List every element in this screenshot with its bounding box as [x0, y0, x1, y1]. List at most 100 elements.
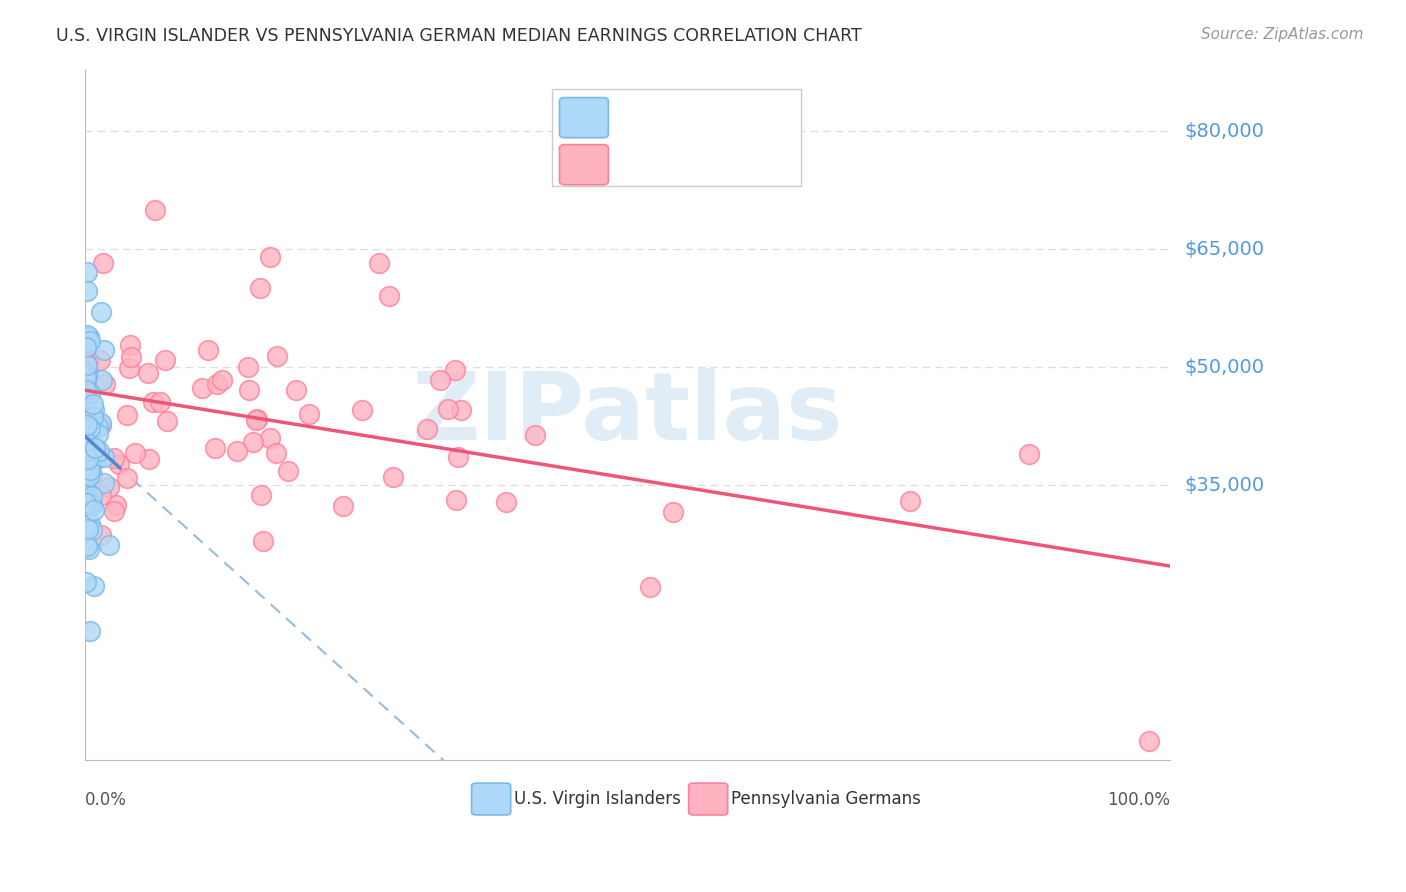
Point — [115, 471, 138, 485]
Text: $50,000: $50,000 — [1184, 358, 1264, 376]
Point — [103, 450, 125, 465]
Point — [285, 384, 308, 398]
Point — [82, 397, 104, 411]
Text: $65,000: $65,000 — [1184, 240, 1264, 259]
Point — [75, 374, 97, 388]
Text: U.S. Virgin Islanders: U.S. Virgin Islanders — [515, 790, 681, 808]
Point — [76, 417, 98, 432]
Point — [75, 370, 97, 384]
Point — [136, 366, 159, 380]
Point — [79, 463, 101, 477]
Point — [79, 330, 101, 344]
Point — [89, 305, 111, 319]
Point — [98, 480, 121, 494]
FancyBboxPatch shape — [560, 97, 609, 137]
Point — [75, 467, 97, 481]
Point — [83, 402, 105, 417]
Point — [416, 422, 439, 436]
Point — [350, 403, 373, 417]
Point — [79, 468, 101, 483]
Point — [1137, 733, 1160, 747]
Point — [75, 574, 97, 589]
Point — [75, 475, 97, 490]
Point — [89, 444, 111, 458]
Text: 68: 68 — [762, 156, 786, 174]
Point — [79, 517, 101, 532]
Point — [80, 467, 103, 482]
Point — [75, 381, 97, 395]
Point — [76, 366, 98, 380]
Text: ZIPatlas: ZIPatlas — [412, 368, 844, 460]
Text: N =: N = — [709, 156, 761, 174]
Point — [94, 377, 117, 392]
Point — [382, 469, 405, 483]
Text: R =: R = — [616, 156, 652, 174]
Point — [77, 542, 100, 557]
Point — [266, 445, 288, 459]
Point — [82, 498, 104, 512]
Point — [191, 381, 214, 395]
Text: $80,000: $80,000 — [1184, 122, 1264, 141]
Point — [259, 250, 281, 264]
Point — [75, 340, 97, 354]
Point — [378, 289, 401, 303]
Point — [90, 488, 112, 502]
Point — [90, 528, 112, 542]
Point — [76, 328, 98, 343]
Point — [76, 441, 98, 455]
Point — [76, 432, 98, 446]
Point — [298, 407, 321, 421]
Point — [236, 360, 259, 375]
Point — [367, 256, 389, 270]
Point — [75, 495, 97, 509]
Text: Pennsylvania Germans: Pennsylvania Germans — [731, 790, 921, 808]
Point — [76, 413, 98, 427]
Point — [75, 484, 97, 499]
Point — [90, 373, 112, 387]
Point — [86, 426, 108, 441]
Point — [80, 524, 103, 538]
Point — [259, 431, 281, 445]
Point — [115, 408, 138, 422]
Point — [226, 444, 249, 458]
Point — [89, 353, 111, 368]
Point — [90, 416, 112, 430]
Point — [83, 579, 105, 593]
Point — [249, 281, 271, 295]
Point — [76, 368, 98, 382]
Point — [75, 417, 97, 432]
Point — [77, 414, 100, 428]
Point — [138, 451, 160, 466]
Point — [103, 503, 125, 517]
Text: $35,000: $35,000 — [1184, 475, 1264, 495]
Point — [97, 538, 120, 552]
Text: U.S. VIRGIN ISLANDER VS PENNSYLVANIA GERMAN MEDIAN EARNINGS CORRELATION CHART: U.S. VIRGIN ISLANDER VS PENNSYLVANIA GER… — [56, 27, 862, 45]
Point — [90, 417, 112, 432]
Point — [277, 464, 299, 478]
Point — [245, 413, 267, 427]
Point — [142, 395, 165, 409]
Text: -0.285: -0.285 — [648, 156, 707, 174]
Point — [76, 454, 98, 468]
Point — [332, 500, 354, 514]
Point — [75, 369, 97, 384]
Point — [76, 539, 98, 553]
Point — [84, 452, 107, 467]
Point — [153, 353, 176, 368]
FancyBboxPatch shape — [689, 783, 728, 815]
Point — [75, 416, 97, 430]
Point — [246, 411, 269, 425]
Point — [76, 460, 98, 475]
FancyBboxPatch shape — [560, 145, 609, 185]
Point — [75, 383, 97, 397]
Point — [79, 385, 101, 400]
Point — [76, 264, 98, 278]
Point — [444, 363, 467, 377]
Point — [252, 533, 274, 548]
Point — [76, 438, 98, 452]
Point — [444, 493, 467, 508]
FancyBboxPatch shape — [471, 783, 510, 815]
Point — [143, 202, 166, 217]
Text: N =: N = — [709, 109, 761, 127]
Point — [75, 475, 97, 489]
